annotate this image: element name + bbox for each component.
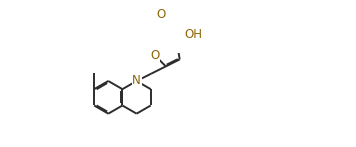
Text: OH: OH [184,28,202,41]
Text: N: N [132,75,141,87]
Text: O: O [150,49,159,62]
Text: O: O [156,8,166,21]
